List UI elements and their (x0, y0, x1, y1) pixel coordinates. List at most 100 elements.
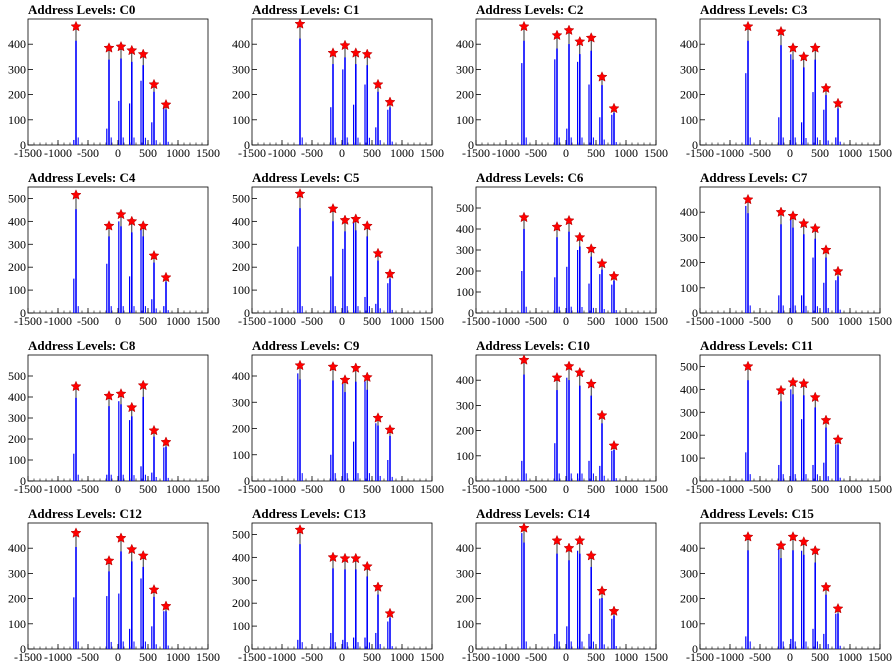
y-tick-label: 300 (232, 237, 250, 251)
y-tick-label: 400 (232, 37, 250, 51)
peak-marker-star (384, 96, 396, 107)
y-tick-label: 500 (232, 527, 250, 541)
y-tick-label: 0 (692, 642, 698, 656)
plot-frame (251, 18, 433, 146)
peak-marker-star (563, 360, 575, 372)
y-tick-label: 200 (680, 428, 698, 442)
x-tick-label: 0 (563, 146, 569, 160)
plot-frame (27, 18, 209, 146)
peak-marker-star (809, 544, 821, 556)
x-tick-label: -1000 (268, 482, 296, 496)
peak-marker-star (574, 366, 586, 378)
x-tick-label: -500 (301, 482, 323, 496)
peak-marker-star (294, 188, 306, 199)
x-tick-label: 0 (339, 146, 345, 160)
y-tick-label: 0 (692, 474, 698, 488)
peak-marker-star (585, 549, 597, 561)
x-tick-label: -1000 (716, 482, 744, 496)
peak-marker-star (798, 50, 810, 62)
peak-marker-star (742, 20, 754, 32)
peak-marker-star (361, 48, 373, 59)
histogram-panel: Address Levels: C13 -1500 -1000 -500 0 500 100… (224, 504, 448, 672)
y-tick-label: 500 (8, 369, 26, 383)
peak-marker-star (809, 222, 821, 234)
peak-marker-star (350, 552, 362, 564)
peak-marker-star (148, 78, 160, 90)
y-tick-label: 0 (244, 642, 250, 656)
y-tick-label: 0 (468, 306, 474, 320)
peak-marker-star (350, 362, 362, 373)
panel-plot: Address Levels: C1-1500 -1000 -500 0 500 1000… (232, 2, 444, 160)
x-tick-label: 500 (139, 482, 157, 496)
x-tick-label: 1500 (868, 650, 892, 664)
y-tick-label: 100 (232, 113, 250, 127)
x-tick-label: -1000 (268, 146, 296, 160)
x-tick-label: -500 (525, 482, 547, 496)
y-tick-label: 400 (232, 550, 250, 564)
panel-plot: Address Levels: C11 -1500 -1000 -500 0 500 100… (680, 338, 892, 496)
peak-marker-star (820, 581, 832, 592)
y-tick-label: 200 (232, 422, 250, 436)
x-tick-label: -500 (301, 146, 323, 160)
y-tick-label: 400 (456, 222, 474, 236)
y-tick-label: 200 (8, 432, 26, 446)
peak-marker-star (115, 208, 127, 220)
panel-plot: Address Levels: C0-1500 -1000 -500 0 500 1000… (8, 2, 220, 160)
y-tick-label: 400 (456, 373, 474, 387)
y-tick-label: 100 (680, 113, 698, 127)
plot-frame (699, 354, 881, 482)
x-tick-label: 500 (811, 482, 829, 496)
peak-marker-star (574, 534, 586, 546)
panel-plot: Address Levels: C2-1500 -1000 -500 0 500 1000… (456, 2, 668, 160)
x-tick-label: 1500 (420, 482, 444, 496)
x-tick-label: -1500 (462, 650, 490, 664)
panel-title: Address Levels: C4 (28, 170, 136, 185)
y-tick-label: 200 (8, 88, 26, 102)
y-tick-label: 200 (456, 264, 474, 278)
peak-marker-star (103, 42, 115, 53)
y-tick-label: 400 (8, 37, 26, 51)
peak-marker-star (327, 202, 339, 214)
y-tick-label: 200 (456, 88, 474, 102)
y-tick-label: 400 (8, 214, 26, 228)
x-tick-label: 500 (139, 650, 157, 664)
x-tick-label: 0 (787, 650, 793, 664)
x-tick-label: 0 (787, 146, 793, 160)
x-tick-label: -500 (749, 146, 771, 160)
panel-title: Address Levels: C12 (28, 506, 142, 521)
x-tick-label: -500 (525, 650, 547, 664)
peak-marker-star (148, 249, 160, 261)
peak-marker-star (820, 82, 832, 94)
x-tick-label: 500 (363, 146, 381, 160)
y-tick-label: 100 (680, 451, 698, 465)
panel-title: Address Levels: C8 (28, 338, 136, 353)
x-tick-label: 500 (363, 314, 381, 328)
x-tick-label: 1500 (420, 314, 444, 328)
peak-marker-star (820, 244, 832, 255)
x-tick-label: 1500 (644, 146, 668, 160)
plot-frame (251, 354, 433, 482)
peak-marker-star (775, 384, 787, 396)
peak-marker-star (126, 401, 138, 413)
peak-marker-star (294, 18, 306, 29)
x-tick-label: 500 (587, 146, 605, 160)
panel-title: Address Levels: C7 (700, 170, 808, 185)
y-tick-label: 100 (456, 113, 474, 127)
x-tick-label: -1000 (492, 146, 520, 160)
x-tick-label: -1500 (238, 146, 266, 160)
peak-marker-star (563, 24, 575, 36)
histogram-panel: Address Levels: C5 -1500 -1000 -500 0 500 1000… (224, 168, 448, 336)
y-tick-label: 400 (232, 214, 250, 228)
peak-marker-star (787, 42, 799, 53)
x-tick-label: 1500 (644, 482, 668, 496)
y-tick-label: 300 (680, 230, 698, 244)
x-tick-label: 500 (811, 650, 829, 664)
peak-marker-star (160, 98, 172, 110)
peak-marker-star (294, 359, 306, 371)
x-tick-label: 0 (563, 650, 569, 664)
y-tick-label: 0 (244, 306, 250, 320)
y-tick-label: 300 (232, 573, 250, 587)
x-tick-label: 500 (363, 650, 381, 664)
panel-plot: Address Levels: C13 -1500 -1000 -500 0 500 100… (232, 506, 444, 664)
y-tick-label: 200 (456, 592, 474, 606)
